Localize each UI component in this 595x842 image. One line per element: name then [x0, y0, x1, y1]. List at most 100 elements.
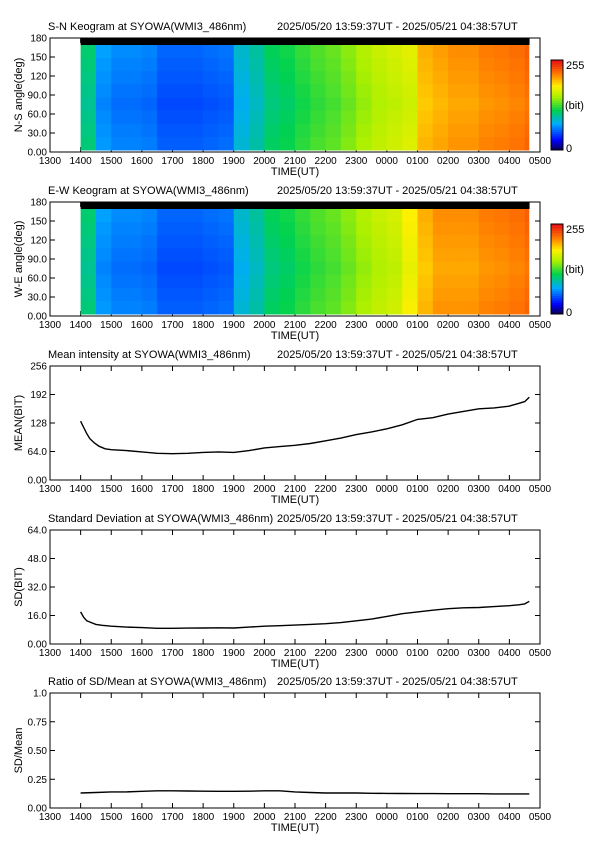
colorbar-segment: [551, 275, 563, 279]
y-tick-label: 16.0: [28, 611, 48, 622]
keogram-cell: [478, 274, 495, 289]
colorbar-segment: [551, 98, 563, 101]
keogram-cell: [233, 136, 250, 151]
keogram-cell: [295, 97, 311, 112]
keogram-cell: [187, 123, 204, 138]
keogram-cell: [310, 300, 327, 315]
colorbar-segment: [551, 69, 563, 72]
colorbar-segment: [551, 147, 563, 151]
keogram-cell: [279, 58, 296, 72]
keogram-cell: [448, 71, 464, 85]
keogram-cell: [325, 110, 342, 125]
keogram-cell: [325, 136, 342, 151]
keogram-cell: [218, 287, 235, 302]
keogram-cell: [279, 209, 296, 223]
colorbar-segment: [551, 298, 563, 301]
keogram-cell: [126, 248, 143, 262]
keogram-cell: [371, 274, 388, 289]
chart-title: Mean intensity at SYOWA(WMI3_486nm): [48, 349, 251, 361]
keogram-cell: [126, 209, 143, 223]
keogram-cell: [432, 300, 449, 315]
keogram-cell: [478, 209, 495, 223]
x-tick-label: 1800: [192, 484, 215, 495]
keogram-cell: [325, 71, 342, 85]
keogram-cell: [80, 123, 97, 138]
keogram-cell: [310, 45, 327, 59]
keogram-cell: [509, 274, 526, 289]
y-axis-label: MEAN(BIT): [13, 395, 25, 451]
keogram-cell: [463, 58, 480, 72]
keogram-cell: [203, 58, 219, 72]
colorbar-segment: [551, 73, 563, 77]
colorbar-segment: [551, 237, 563, 241]
keogram-cell: [172, 84, 189, 98]
colorbar-segment: [551, 293, 563, 297]
keogram-cell: [478, 71, 495, 85]
keogram-cell: [402, 97, 418, 112]
keogram-cell: [187, 45, 204, 59]
keogram-cell: [249, 84, 265, 98]
keogram-cell: [463, 110, 480, 125]
keogram-cell: [340, 287, 357, 302]
x-tick-label: 1300: [39, 320, 62, 331]
colorbar-segment: [551, 80, 563, 83]
keogram-cell: [157, 97, 173, 112]
colorbar-segment: [551, 271, 563, 274]
keogram-cell: [340, 235, 357, 249]
keogram-cell: [448, 300, 464, 315]
keogram-cell: [478, 123, 495, 138]
colorbar-segment: [551, 280, 563, 283]
keogram-cell: [95, 58, 112, 72]
keogram-cell: [141, 123, 158, 138]
keogram-cell: [80, 274, 97, 289]
x-tick-label: 2200: [315, 320, 338, 331]
keogram-cell: [432, 58, 449, 72]
keogram-cell: [218, 84, 235, 98]
keogram-cell: [95, 261, 112, 276]
keogram-cell: [524, 45, 530, 59]
keogram-cell: [417, 97, 434, 112]
keogram-cell: [264, 45, 281, 59]
x-tick-label: 0200: [437, 648, 460, 659]
keogram-cell: [494, 97, 510, 112]
x-tick-label: 2300: [345, 648, 368, 659]
x-tick-label: 1300: [39, 156, 62, 167]
colorbar-segment: [551, 125, 563, 128]
keogram-edge-band: [80, 38, 530, 45]
colorbar-segment: [551, 266, 563, 270]
x-tick-label: 2100: [284, 648, 307, 659]
colorbar-unit-label: (bit): [565, 100, 584, 112]
keogram-cell: [494, 261, 510, 276]
keogram-cell: [524, 97, 530, 112]
panel-1: S-N Keogram at SYOWA(WMI3_486nm) 2025/05/…: [13, 21, 584, 178]
y-axis-label: SD/Mean: [13, 728, 25, 774]
x-tick-label: 1600: [131, 648, 154, 659]
colorbar-segment: [551, 62, 563, 65]
keogram-cell: [279, 235, 296, 249]
colorbar-segment: [551, 102, 563, 106]
keogram-cell: [386, 123, 403, 138]
x-tick-label: 1800: [192, 156, 215, 167]
keogram-cell: [80, 71, 97, 85]
colorbar-segment: [551, 109, 563, 113]
keogram-cell: [95, 136, 112, 151]
keogram-cell: [279, 97, 296, 112]
colorbar-segment: [551, 82, 563, 86]
keogram-edge-band: [80, 202, 530, 209]
keogram-cell: [141, 222, 158, 236]
x-tick-label: 1400: [70, 156, 93, 167]
keogram-cell: [417, 71, 434, 85]
colorbar-segment: [551, 114, 563, 117]
keogram-cell: [524, 84, 530, 98]
keogram-cell: [264, 274, 281, 289]
keogram-cell: [386, 71, 403, 85]
keogram-cell: [172, 110, 189, 125]
colorbar-segment: [551, 141, 563, 144]
keogram-cell: [249, 58, 265, 72]
x-tick-label: 2200: [315, 648, 338, 659]
keogram-cell: [295, 84, 311, 98]
keogram-cell: [371, 261, 388, 276]
keogram-cell: [111, 123, 128, 138]
keogram-cell: [478, 97, 495, 112]
keogram-cell: [524, 235, 530, 249]
